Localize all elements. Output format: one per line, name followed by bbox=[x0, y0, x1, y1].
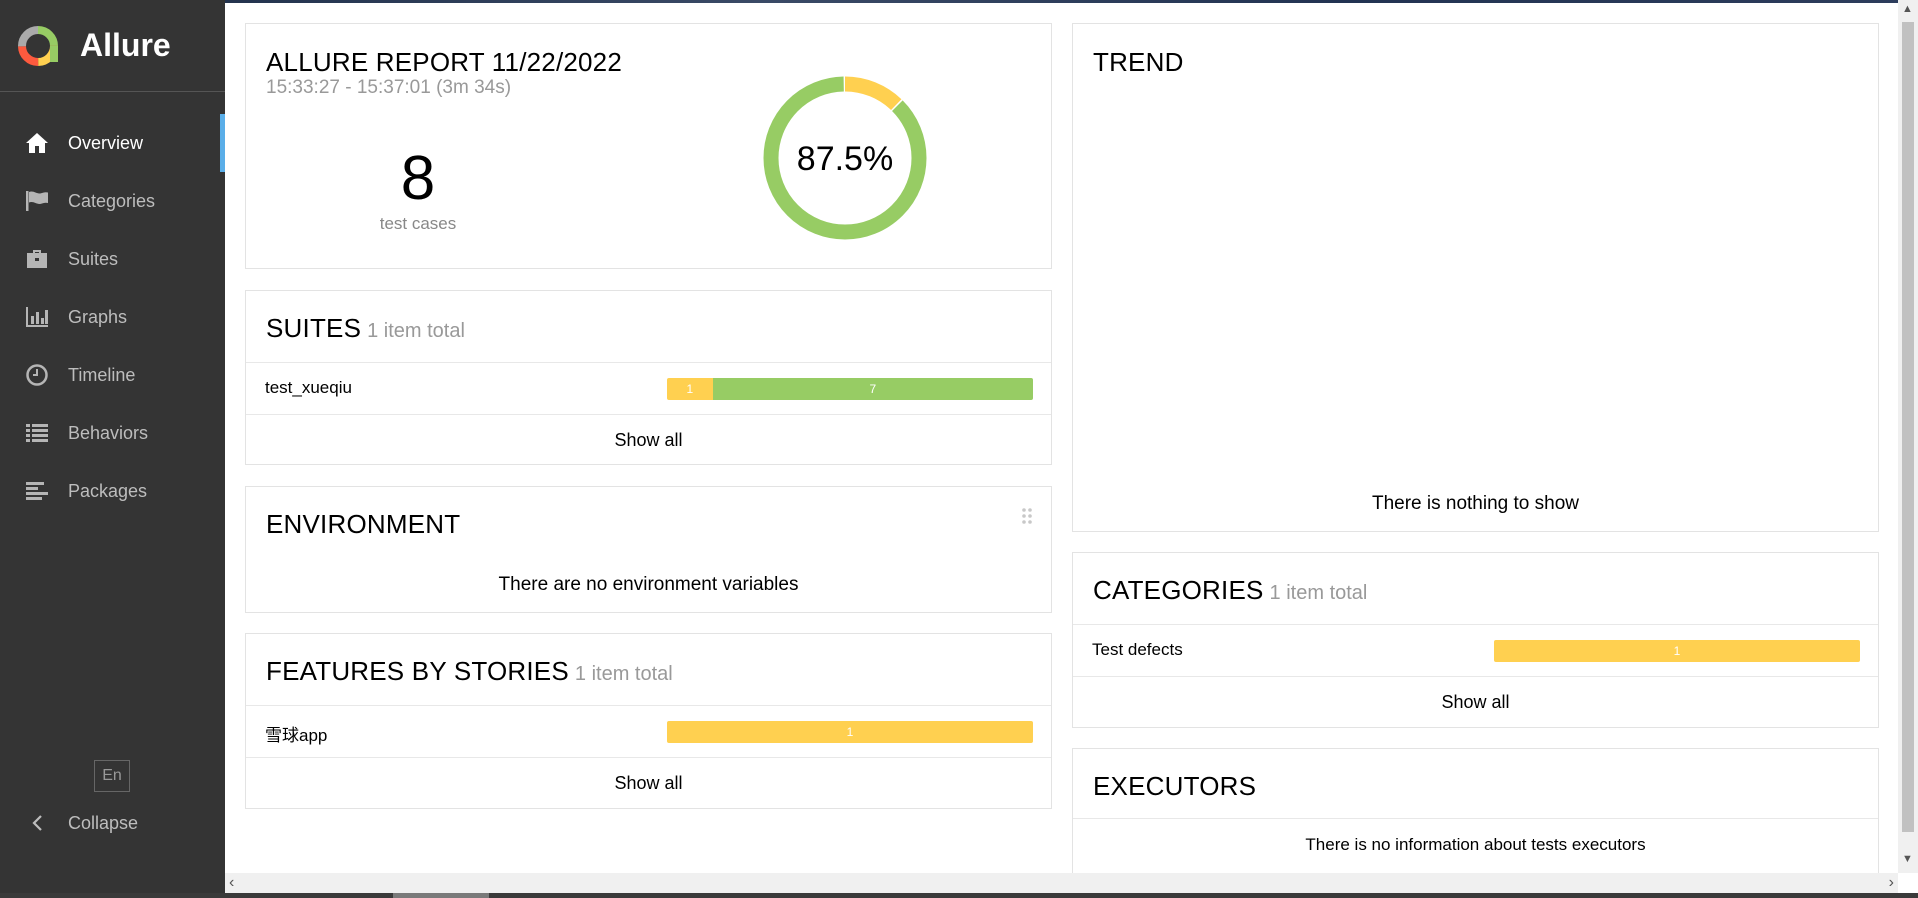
sidebar-nav: Overview Categories Suites Graphs Timeli… bbox=[0, 114, 225, 520]
test-case-count: 8 bbox=[400, 144, 436, 213]
categories-count: 1 item total bbox=[1269, 582, 1368, 604]
main-content: ALLURE REPORT 11/22/2022 15:33:27 - 15:3… bbox=[225, 3, 1895, 888]
trend-widget: TREND There is nothing to show bbox=[1072, 23, 1879, 532]
summary-widget: ALLURE REPORT 11/22/2022 15:33:27 - 15:3… bbox=[245, 23, 1052, 269]
sidebar-item-suites[interactable]: Suites bbox=[0, 230, 225, 288]
executors-empty-row: There is no information about tests exec… bbox=[1073, 818, 1878, 870]
features-count: 1 item total bbox=[574, 663, 673, 685]
success-rate-label: 87.5% bbox=[797, 140, 893, 178]
passed-ring-segment[interactable] bbox=[763, 76, 927, 240]
list-icon bbox=[24, 421, 50, 445]
chevron-left-icon bbox=[24, 814, 50, 832]
broken-ring-segment[interactable] bbox=[763, 76, 927, 240]
sidebar-item-categories[interactable]: Categories bbox=[0, 172, 225, 230]
clock-icon bbox=[24, 363, 50, 387]
category-row[interactable]: Test defects 1 bbox=[1073, 624, 1878, 676]
sidebar-item-graphs[interactable]: Graphs bbox=[0, 288, 225, 346]
features-show-all-link[interactable]: Show all bbox=[246, 757, 1051, 809]
suite-row[interactable]: test_xueqiu 1 7 bbox=[246, 362, 1051, 414]
sidebar-item-label: Behaviors bbox=[68, 422, 149, 443]
features-widget: FEATURES BY STORIES 1 item total 雪球app 1 … bbox=[245, 633, 1052, 809]
scroll-up-arrow-icon[interactable]: ▲ bbox=[1902, 3, 1913, 15]
sidebar-item-timeline[interactable]: Timeline bbox=[0, 346, 225, 404]
suites-title: SUITES 1 item total bbox=[266, 313, 465, 344]
window-top-strip bbox=[0, 0, 1918, 3]
taskbar-highlight bbox=[393, 893, 489, 898]
suite-status-bar[interactable]: 1 7 bbox=[667, 378, 1033, 400]
home-icon bbox=[24, 131, 50, 155]
allure-logo-icon bbox=[18, 25, 58, 66]
report-time: 15:33:27 - 15:37:01 (3m 34s) bbox=[266, 77, 512, 98]
sidebar-item-overview[interactable]: Overview bbox=[0, 114, 225, 172]
sidebar-item-packages[interactable]: Packages bbox=[0, 462, 225, 520]
environment-widget: ENVIRONMENT There are no environment var… bbox=[245, 486, 1052, 613]
suite-name: test_xueqiu bbox=[265, 378, 352, 397]
vertical-scrollbar[interactable]: ▲ ▼ bbox=[1898, 0, 1918, 873]
category-name: Test defects bbox=[1092, 640, 1183, 659]
sidebar-item-label: Overview bbox=[68, 132, 144, 153]
trend-empty-text: There is nothing to show bbox=[1371, 493, 1579, 514]
scroll-left-arrow-icon[interactable]: ‹ bbox=[229, 874, 235, 891]
feature-status-bar[interactable]: 1 bbox=[667, 721, 1033, 743]
features-title-text: FEATURES BY STORIES bbox=[266, 656, 569, 686]
sidebar-item-label: Suites bbox=[68, 248, 119, 269]
brand[interactable]: Allure bbox=[0, 0, 225, 92]
align-left-icon bbox=[24, 479, 50, 503]
feature-name: 雪球app bbox=[265, 726, 328, 745]
executors-empty-text: There is no information about tests exec… bbox=[1305, 835, 1646, 854]
categories-widget: CATEGORIES 1 item total Test defects 1 Sh… bbox=[1072, 552, 1879, 728]
sidebar: Allure Overview Categories Suites Graphs bbox=[0, 0, 225, 898]
sidebar-item-label: Graphs bbox=[68, 306, 128, 327]
executors-widget: EXECUTORS There is no information about … bbox=[1072, 748, 1879, 888]
suites-show-all-link[interactable]: Show all bbox=[246, 414, 1051, 466]
collapse-label: Collapse bbox=[68, 812, 139, 833]
vertical-scroll-thumb[interactable] bbox=[1902, 22, 1914, 832]
broken-segment: 1 bbox=[667, 721, 1033, 743]
categories-title: CATEGORIES 1 item total bbox=[1093, 575, 1367, 606]
executors-title: EXECUTORS bbox=[1093, 771, 1257, 801]
bar-chart-icon bbox=[24, 305, 50, 329]
features-title: FEATURES BY STORIES 1 item total bbox=[266, 656, 673, 687]
categories-show-all-link[interactable]: Show all bbox=[1073, 676, 1878, 728]
categories-title-text: CATEGORIES bbox=[1093, 575, 1264, 605]
sidebar-item-label: Packages bbox=[68, 480, 148, 501]
feature-row[interactable]: 雪球app 1 bbox=[246, 705, 1051, 757]
trend-title: TREND bbox=[1093, 47, 1184, 77]
category-status-bar[interactable]: 1 bbox=[1494, 640, 1860, 662]
suites-title-text: SUITES bbox=[266, 313, 362, 343]
sidebar-item-label: Timeline bbox=[68, 364, 136, 385]
success-rate-donut[interactable]: 87.5% bbox=[743, 56, 947, 260]
passed-segment: 7 bbox=[712, 378, 1033, 400]
suites-widget: SUITES 1 item total test_xueqiu 1 7 Show … bbox=[245, 290, 1052, 465]
scroll-down-arrow-icon[interactable]: ▼ bbox=[1902, 853, 1913, 865]
test-case-count-label: test cases bbox=[379, 214, 457, 233]
broken-segment: 1 bbox=[667, 378, 713, 400]
taskbar-strip bbox=[0, 893, 1918, 898]
environment-title: ENVIRONMENT bbox=[266, 509, 461, 539]
broken-segment: 1 bbox=[1494, 640, 1860, 662]
report-title: ALLURE REPORT 11/22/2022 bbox=[266, 47, 623, 77]
scroll-right-arrow-icon[interactable]: › bbox=[1888, 874, 1894, 891]
horizontal-scrollbar[interactable]: ‹ › bbox=[225, 873, 1898, 893]
collapse-button[interactable]: Collapse bbox=[24, 808, 138, 838]
sidebar-item-label: Categories bbox=[68, 190, 156, 211]
sidebar-item-behaviors[interactable]: Behaviors bbox=[0, 404, 225, 462]
briefcase-icon bbox=[24, 247, 50, 271]
flag-icon bbox=[24, 189, 50, 213]
environment-empty-text: There are no environment variables bbox=[498, 574, 799, 595]
language-switch-button[interactable]: En bbox=[94, 760, 130, 792]
drag-handle-icon[interactable] bbox=[1021, 507, 1033, 525]
app-name: Allure bbox=[80, 27, 171, 63]
suites-count: 1 item total bbox=[367, 320, 465, 342]
